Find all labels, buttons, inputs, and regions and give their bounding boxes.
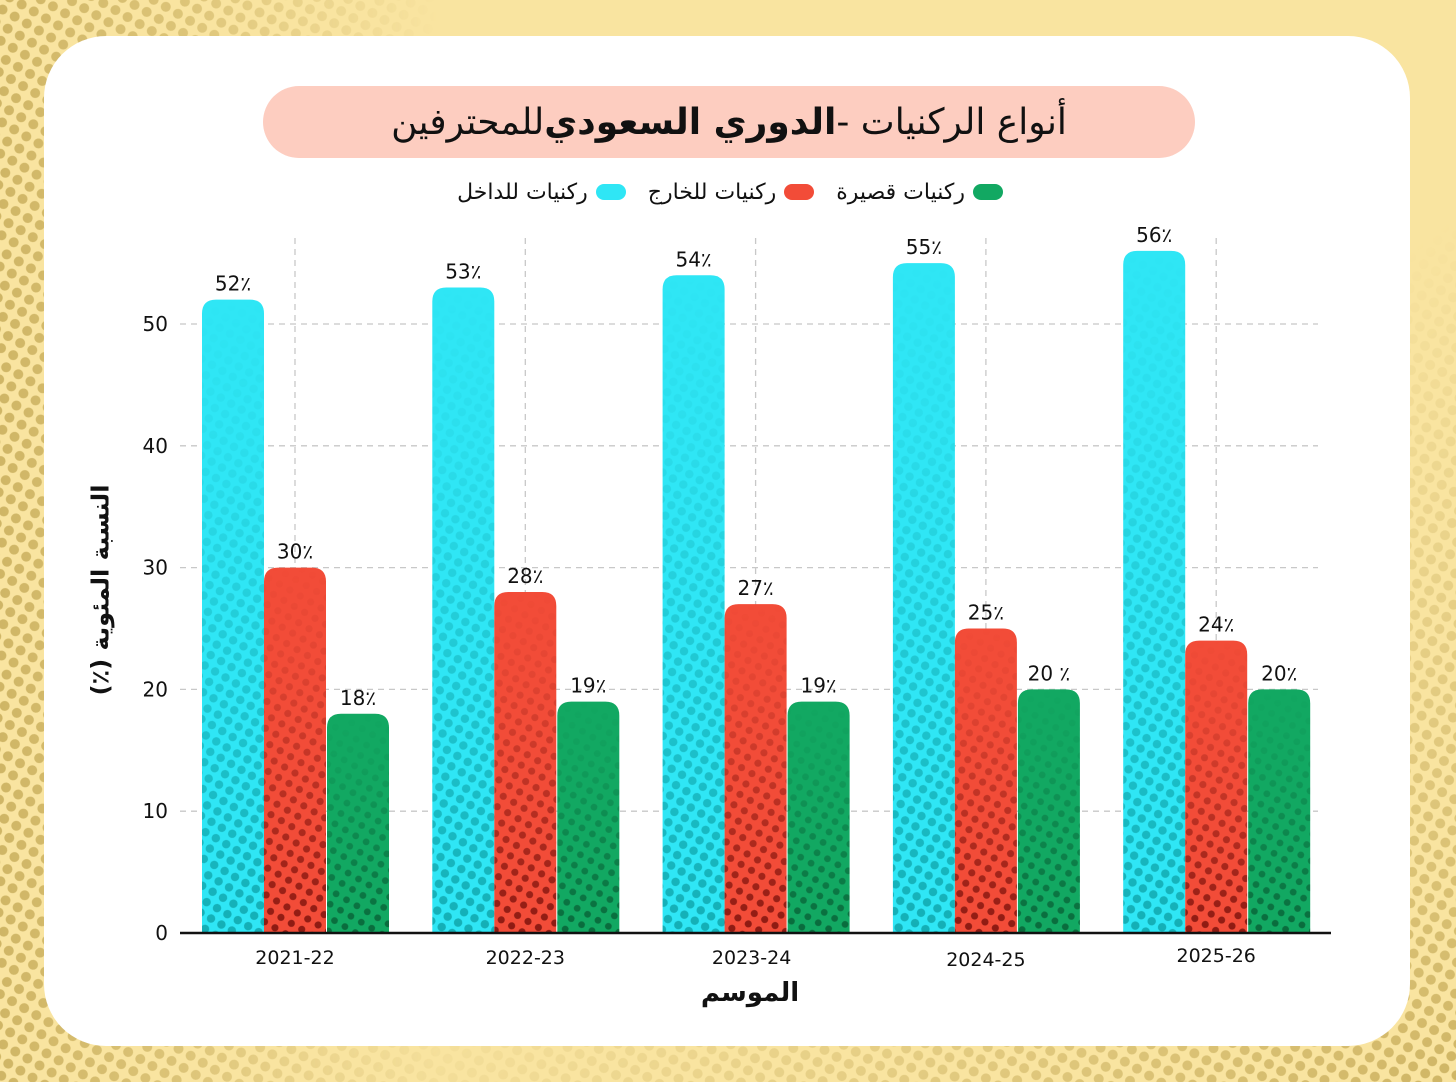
legend-swatch-inswing (595, 184, 626, 200)
x-tick-label: 2025-26 (1177, 945, 1256, 967)
bar-halftone (724, 604, 787, 933)
x-tick-label: 2022-23 (486, 947, 565, 969)
bar-halftone (494, 591, 557, 933)
bar-halftone (1123, 250, 1186, 934)
y-tick-label: 20 (143, 677, 168, 701)
bar-group-item (724, 604, 787, 933)
value-label: 30٪ (277, 540, 313, 564)
value-label: 54٪ (675, 247, 711, 271)
value-label: 25٪ (968, 601, 1004, 625)
bar-group-item (1248, 689, 1311, 933)
legend-label-inswing: ركنيات للداخل (457, 179, 588, 205)
value-label: 18٪ (340, 686, 376, 710)
title-part-2: الدوري السعودي (544, 101, 837, 143)
bar-halftone (787, 701, 850, 933)
value-label: 20٪ (1261, 661, 1297, 685)
bar-halftone (1017, 689, 1080, 933)
value-label: 55٪ (906, 235, 942, 259)
bar-group-item (327, 713, 389, 933)
legend: ركنيات قصيرة ركنيات للخارج ركنيات للداخل (350, 174, 1110, 210)
bar-group-item (1185, 640, 1248, 933)
value-label: 52٪ (215, 272, 251, 296)
title-part-1: أنواع الركنيات - (836, 101, 1067, 143)
legend-swatch-outswing (784, 184, 815, 200)
x-tick-label: 2023-24 (712, 947, 791, 969)
value-label: 53٪ (445, 259, 481, 283)
y-tick-label: 40 (143, 434, 168, 458)
bar-halftone (327, 713, 389, 933)
legend-swatch-short (972, 184, 1003, 200)
x-tick-label: 2024-25 (946, 949, 1025, 971)
bar-halftone (892, 263, 955, 934)
legend-label-short: ركنيات قصيرة (836, 179, 965, 205)
value-label: 56٪ (1136, 223, 1172, 247)
legend-item-short: ركنيات قصيرة (836, 180, 1003, 205)
value-label: 19٪ (800, 674, 836, 698)
bar-group-item (494, 591, 557, 933)
x-axis-title: الموسم (700, 978, 800, 1008)
bar-group-item (557, 701, 620, 933)
value-label: 28٪ (507, 564, 543, 588)
bar-halftone (202, 299, 264, 933)
bar-halftone (662, 275, 725, 933)
bar-group-item (432, 287, 495, 934)
bar-group-item (787, 701, 850, 933)
legend-label-outswing: ركنيات للخارج (647, 179, 777, 205)
x-tick-label: 2021-22 (255, 947, 334, 969)
title-part-3: للمحترفين (391, 101, 545, 143)
bar-halftone (954, 628, 1017, 933)
legend-item-outswing: ركنيات للخارج (648, 180, 815, 205)
value-label: 19٪ (570, 674, 606, 698)
y-tick-label: 0 (155, 921, 168, 945)
bar-halftone (432, 287, 495, 934)
bar-halftone (1248, 689, 1311, 933)
chart-title: أنواع الركنيات - الدوري السعودي للمحترفي… (263, 86, 1195, 158)
bars (202, 250, 1311, 934)
bar-halftone (264, 567, 326, 933)
legend-item-inswing: ركنيات للداخل (457, 180, 626, 205)
bar-halftone (1185, 640, 1248, 933)
value-label: 24٪ (1198, 613, 1234, 637)
y-tick-label: 50 (143, 312, 168, 336)
y-tick-label: 10 (143, 799, 168, 823)
y-tick-label: 30 (143, 556, 168, 580)
value-label: 27٪ (737, 576, 773, 600)
bar-group-item (892, 263, 955, 934)
bar-group-item (202, 299, 264, 933)
bar-group-item (264, 567, 326, 933)
bar-group-item (1017, 689, 1080, 933)
bar-group-item (1123, 250, 1186, 934)
bar-halftone (557, 701, 620, 933)
axes: 0 10 20 30 40 50 2021-22 2022-23 2023-24 2024-25 2… (143, 312, 1331, 971)
bar-group-item (954, 628, 1017, 933)
value-labels: 52٪ 53٪ 54٪ 55٪ 56٪ 30٪ 28٪ 27٪ 25٪ 24٪ 18٪ 19٪ 19٪ 2… (215, 223, 1297, 710)
bar-group-item (662, 275, 725, 933)
value-label: 20 ٪ (1028, 661, 1071, 685)
